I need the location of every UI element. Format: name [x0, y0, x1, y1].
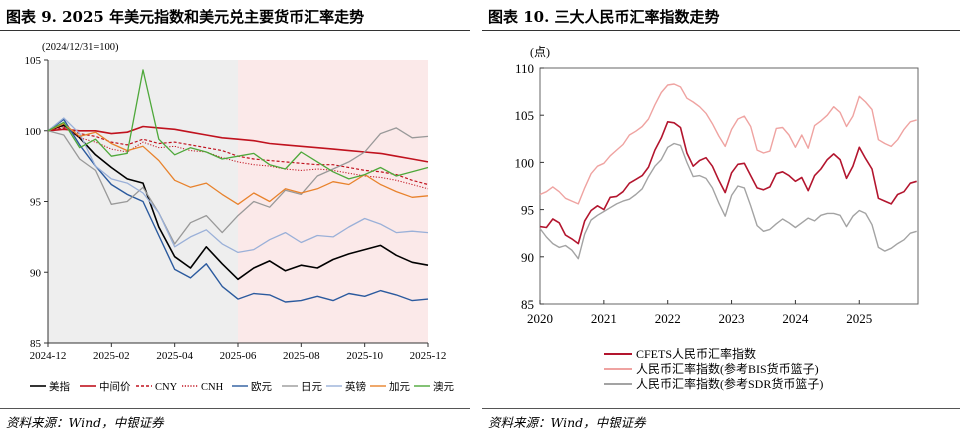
x-tick-label: 2022 — [655, 311, 681, 326]
series-line-人民币汇率指数-参考bis货币篮子 — [539, 83, 917, 205]
y-tick-label: 100 — [515, 155, 535, 170]
legend-label-美指: 美指 — [49, 380, 70, 393]
legend-label-加元: 加元 — [389, 381, 410, 393]
base-note: (2024/12/31=100) — [42, 42, 119, 53]
right-source-rule — [482, 408, 960, 409]
legend-label-2: 人民币汇率指数(参考BIS货币篮子) — [636, 361, 819, 376]
plot-frame — [539, 67, 919, 305]
legend-label-欧元: 欧元 — [251, 381, 272, 393]
x-tick-label: 2023 — [719, 311, 745, 326]
y-tick-label: 100 — [25, 126, 42, 138]
x-tick-label: 2025-08 — [283, 350, 320, 362]
legend-label-1: CFETS人民币汇率指数 — [636, 346, 756, 361]
x-tick-label: 2025 — [846, 311, 872, 326]
left-line-chart: 85 90 95 100 105 2024-12 2025-02 2025-04 2025-06… — [25, 42, 455, 393]
x-tick-label: 2024 — [782, 311, 809, 326]
series-line-欧元 — [47, 118, 429, 303]
legend-label-cnh: CNH — [201, 382, 224, 393]
left-source-rule — [0, 408, 470, 409]
legend-label-日元: 日元 — [301, 382, 322, 393]
series-line-美指 — [47, 124, 429, 281]
y-tick-label: 105 — [515, 108, 535, 123]
x-tick-label: 2025-10 — [346, 350, 383, 362]
x-tick-label: 2025-04 — [156, 350, 193, 362]
left-panel-title: 图表 9. 2025 年美元指数和美元兑主要货币汇率走势 — [6, 8, 365, 26]
y-tick-label: 90 — [30, 267, 42, 279]
right-panel-title: 图表 10. 三大人民币汇率指数走势 — [488, 8, 720, 26]
series-line-人民币汇率指数-参考sdr货币篮子 — [539, 142, 917, 260]
x-tick-label: 2020 — [527, 311, 553, 326]
y-tick-label: 110 — [515, 61, 534, 76]
legend-label-cny: CNY — [155, 382, 178, 393]
series-line-cnh — [47, 126, 429, 190]
series-line-日元 — [47, 127, 429, 245]
x-tick-label: 2025-02 — [93, 350, 130, 362]
x-tick-label: 2025-06 — [220, 350, 257, 362]
x-tick-label: 2024-12 — [30, 350, 67, 362]
legend-label-英镑: 英镑 — [345, 380, 366, 393]
left-source-note: 资料来源：Wind，中银证券 — [6, 415, 164, 430]
y-tick-label: 105 — [25, 55, 42, 67]
y-axis-label: (点) — [530, 45, 550, 59]
series-line-澳元 — [47, 69, 429, 180]
left-title-rule — [0, 30, 470, 31]
legend-label-3: 人民币汇率指数(参考SDR货币篮子) — [636, 376, 823, 391]
y-tick-label: 85 — [521, 297, 534, 312]
right-title-rule — [482, 30, 960, 31]
x-tick-label: 2025-12 — [410, 350, 447, 362]
legend-label-中间价: 中间价 — [99, 380, 131, 393]
right-source-note: 资料来源：Wind，中银证券 — [488, 415, 646, 430]
series-line-cfets人民币汇率指数 — [539, 121, 917, 245]
y-tick-label: 85 — [30, 338, 42, 350]
y-tick-label: 95 — [30, 197, 42, 209]
y-tick-label: 95 — [521, 203, 534, 218]
x-tick-label: 2021 — [591, 311, 617, 326]
right-line-chart: 85 90 95 100 105 110 2020 2021 2022 2023 2024 2025 (… — [515, 45, 919, 391]
series-line-英镑 — [47, 117, 429, 254]
y-tick-label: 90 — [521, 250, 534, 265]
legend-label-澳元: 澳元 — [433, 380, 454, 393]
